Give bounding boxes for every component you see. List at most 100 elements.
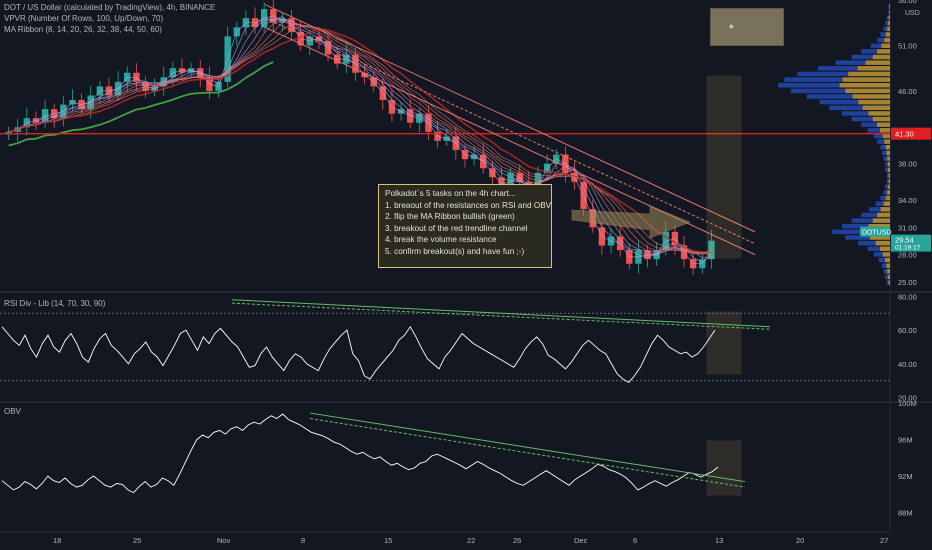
- rsi-tick-label: 20.00: [898, 394, 917, 403]
- volume-profile-bar: [886, 150, 890, 156]
- obv-tick-label: 92M: [898, 472, 913, 481]
- volume-profile-bar: [806, 94, 853, 99]
- volume-profile-bar: [887, 184, 890, 189]
- volume-profile-bar: [883, 269, 888, 274]
- volume-profile-bar: [842, 111, 869, 116]
- volume-profile-bar: [884, 139, 890, 144]
- rsi-tick-label: 40.00: [898, 360, 917, 369]
- volume-profile-bar: [885, 167, 888, 173]
- ma-ribbon-green-line: [8, 61, 274, 147]
- volume-profile-bar: [869, 235, 890, 240]
- ma-ribbon-line: [8, 16, 712, 263]
- volume-profile-bar: [885, 20, 888, 26]
- volume-profile-bar: [882, 150, 887, 156]
- volume-profile-bar: [887, 156, 890, 161]
- note-line: 1. breaout of the resistances on RSI and…: [385, 200, 552, 210]
- volume-profile-bar: [877, 212, 890, 218]
- volume-profile-bar: [887, 161, 890, 167]
- volume-profile-bar: [790, 88, 846, 94]
- volume-profile-bar: [886, 173, 889, 178]
- volume-profile-bar: [861, 122, 878, 127]
- ma-ribbon-line: [8, 18, 712, 255]
- volume-profile-bar: [867, 246, 880, 252]
- rsi-line: [1, 325, 716, 383]
- volume-profile-bar: [819, 99, 859, 105]
- price-tick-label: 34.00: [898, 196, 917, 205]
- volume-profile-bar: [884, 257, 890, 263]
- volume-profile-bar: [888, 15, 890, 20]
- volume-profile-bar: [885, 195, 890, 201]
- volume-profile-bar: [885, 145, 890, 150]
- time-tick-label: 26: [513, 536, 521, 545]
- ma-ribbon-line: [8, 18, 712, 259]
- volume-profile-bar: [784, 77, 843, 82]
- obv-legend-label[interactable]: OBV: [4, 407, 21, 416]
- ma-ribbon-line: [8, 20, 712, 253]
- price-tick-label: 25.00: [898, 278, 917, 287]
- obv-line: [1, 413, 719, 494]
- time-tick-label: 27: [880, 536, 888, 545]
- obv-legend: OBV: [4, 406, 21, 417]
- volume-profile-bar: [877, 49, 890, 54]
- price-tick-label: 28.00: [898, 251, 917, 260]
- volume-profile-bar: [883, 156, 888, 161]
- volume-profile-bar: [883, 190, 888, 195]
- volume-profile-bar: [872, 218, 890, 223]
- volume-profile-bar: [842, 223, 869, 229]
- volume-profile-bar: [861, 49, 878, 54]
- rsi-legend: RSI Div - Lib (14, 70, 30, 90): [4, 298, 105, 309]
- volume-profile-bar: [889, 9, 890, 15]
- symbol-tag-label: DOTUSD: [862, 230, 892, 237]
- volume-profile-bar: [861, 212, 878, 218]
- symbol-legend[interactable]: DOT / US Dollar (calculated by TradingVi…: [4, 3, 216, 12]
- volume-profile-bar: [865, 60, 890, 65]
- volume-profile-bar: [778, 82, 840, 88]
- note-line: 5. confirm breakout(s) and have fun ;-): [385, 246, 525, 256]
- main-legend: DOT / US Dollar (calculated by TradingVi…: [4, 2, 215, 35]
- vpvr-legend[interactable]: VPVR (Number Of Rows, 100, Up/Down, 70): [4, 14, 164, 23]
- volume-profile-bar: [878, 257, 885, 263]
- volume-profile-bar: [851, 54, 873, 60]
- time-tick-label: Dec: [574, 536, 588, 545]
- symbol-tag: [860, 226, 890, 237]
- volume-profile-bar: [875, 240, 890, 246]
- time-tick-label: 13: [715, 536, 723, 545]
- time-tick-label: Nov: [217, 536, 231, 545]
- rsi-legend-label[interactable]: RSI Div - Lib (14, 70, 30, 90): [4, 299, 106, 308]
- volume-profile-bar: [886, 178, 889, 184]
- volume-profile-bar: [887, 26, 890, 32]
- time-tick-label: 25: [133, 536, 141, 545]
- trendline-upper: [264, 4, 756, 233]
- volume-profile-bar: [852, 94, 890, 99]
- volume-profile-bar: [883, 201, 890, 206]
- volume-profile-bar: [885, 32, 890, 37]
- obv-tick-label: 88M: [898, 509, 913, 518]
- volume-profile-bar: [888, 4, 890, 9]
- last-price-tag: [891, 234, 931, 252]
- ma-ribbon-legend[interactable]: MA Ribbon (8, 14, 20, 26, 32, 38, 44, 50…: [4, 25, 162, 34]
- time-tick-label: 6: [633, 536, 637, 545]
- volume-profile-bar: [867, 128, 880, 133]
- annotation-note[interactable]: Polkadot´s 5 tasks on the 4h chart... 1.…: [378, 184, 552, 268]
- watermark-logo: ◆: [710, 8, 784, 46]
- price-tick-label: 51.00: [898, 41, 917, 50]
- time-tick-label: 22: [467, 536, 475, 545]
- volume-profile-bar: [883, 26, 888, 32]
- volume-profile-bar: [874, 252, 883, 257]
- resistance-tag-label: 41.30: [895, 130, 914, 139]
- rsi-tick-label: 60.00: [898, 326, 917, 335]
- time-tick-label: 15: [384, 536, 392, 545]
- volume-profile-bar: [884, 37, 890, 43]
- obv-tick-label: 96M: [898, 436, 913, 445]
- volume-profile-bar: [870, 43, 882, 48]
- volume-profile-bar: [842, 77, 890, 82]
- ma-ribbon-line: [8, 27, 712, 254]
- note-line: 3. breakout of the red trendline channel: [385, 223, 528, 233]
- obv-tick-label: 100M: [898, 399, 917, 408]
- volume-profile-bar: [887, 269, 890, 274]
- note-line: Polkadot´s 5 tasks on the 4h chart...: [385, 189, 516, 198]
- volume-profile-bar: [888, 280, 890, 285]
- volume-profile-bar: [888, 173, 890, 178]
- volume-profile-bar: [888, 178, 890, 184]
